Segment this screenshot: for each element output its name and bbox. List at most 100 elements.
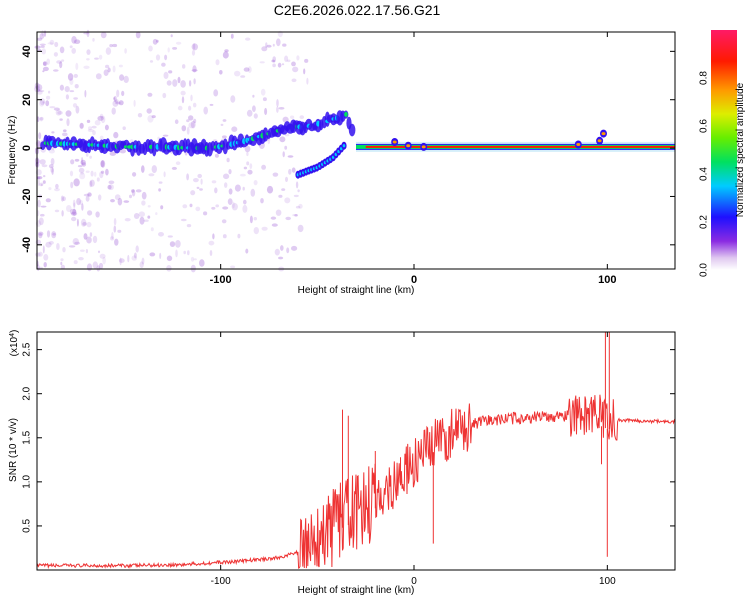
noise-blob <box>175 161 181 165</box>
noise-blob <box>53 69 59 72</box>
noise-blob <box>133 99 136 107</box>
noise-blob <box>246 161 250 166</box>
noise-blob <box>159 252 162 259</box>
noise-blob <box>149 60 154 63</box>
noise-blob <box>288 168 292 175</box>
noise-blob <box>81 203 84 211</box>
noise-blob <box>43 262 47 268</box>
noise-blob <box>112 100 119 107</box>
noise-blob <box>162 92 167 99</box>
noise-blob <box>147 215 151 219</box>
noise-blob <box>99 135 104 141</box>
noise-blob <box>80 218 87 227</box>
noise-blob <box>222 135 227 139</box>
noise-blob <box>85 152 89 157</box>
noise-blob <box>49 106 56 109</box>
noise-blob <box>36 90 43 95</box>
spectrogram-panel: -100 0 100 40 20 0 -20 -40 Height of straight l… <box>7 29 676 296</box>
noise-blob <box>239 173 246 177</box>
noise-blob <box>42 245 45 254</box>
noise-blob <box>299 115 305 120</box>
noise-blob <box>119 149 127 154</box>
noise-blob <box>291 61 296 67</box>
noise-blob <box>234 184 241 192</box>
y-tick-label: 1.5 <box>22 430 33 444</box>
band-blob <box>222 138 229 155</box>
noise-blob <box>123 200 130 203</box>
noise-blob <box>188 80 192 87</box>
noise-blob <box>203 106 208 115</box>
noise-blob <box>36 176 41 180</box>
noise-blob <box>112 43 118 48</box>
noise-blob <box>42 61 48 66</box>
noise-blob <box>261 46 268 52</box>
noise-blob <box>272 63 276 68</box>
noise-blob <box>79 199 83 206</box>
y-tick-label: 0 <box>21 145 33 151</box>
noise-blob <box>38 90 45 92</box>
noise-blob <box>177 105 183 111</box>
noise-blob <box>39 182 44 187</box>
noise-blob <box>224 182 228 188</box>
noise-blob <box>67 73 74 81</box>
noise-blob <box>147 92 153 97</box>
noise-blob <box>280 245 284 251</box>
noise-blob <box>100 160 105 168</box>
snr-xlabel: Height of straight line (km) <box>298 585 415 596</box>
noise-blob <box>37 179 41 187</box>
colorbar-tick-label: 0.2 <box>699 215 710 229</box>
noise-blob <box>56 60 62 64</box>
noise-blob <box>189 203 193 208</box>
noise-blob <box>181 125 187 132</box>
noise-blob <box>109 44 113 48</box>
noise-blob <box>174 119 179 124</box>
noise-blob <box>181 96 185 104</box>
colorbar-ticks: 0.0 0.2 0.4 0.6 0.8 <box>699 71 710 277</box>
noise-blob <box>91 125 97 129</box>
noise-blob <box>41 164 48 168</box>
noise-blob <box>42 70 45 73</box>
noise-blob <box>124 218 131 222</box>
noise-blob <box>53 107 60 111</box>
noise-blob <box>200 178 203 185</box>
noise-blob <box>199 259 205 267</box>
noise-blob <box>193 178 199 183</box>
snr-panel: -100 0 100 0.5 1.0 1.5 2.0 2.5 Height of straig… <box>8 330 676 596</box>
noise-blob <box>50 158 55 166</box>
noise-blob <box>265 42 268 48</box>
noise-blob <box>131 189 136 197</box>
noise-blob <box>92 261 99 269</box>
noise-blob <box>275 209 282 216</box>
noise-blob <box>76 218 79 227</box>
noise-blob <box>219 70 223 75</box>
noise-blob <box>276 106 279 113</box>
noise-blob <box>40 45 45 48</box>
noise-blob <box>62 132 68 137</box>
noise-blob <box>175 240 181 248</box>
noise-blob <box>158 181 163 184</box>
noise-blob <box>222 206 229 210</box>
line-blob-core <box>601 132 606 136</box>
noise-blob <box>75 105 80 114</box>
noise-blob <box>40 183 43 186</box>
noise-blob <box>94 171 97 177</box>
noise-blob <box>220 123 224 126</box>
noise-blob <box>141 191 147 200</box>
noise-blob <box>48 187 52 191</box>
noise-blob <box>98 54 103 60</box>
noise-blob <box>151 165 157 174</box>
noise-blob <box>113 95 117 102</box>
noise-blob <box>163 171 166 178</box>
noise-blob <box>86 119 91 123</box>
noise-blob <box>85 249 88 254</box>
noise-blob <box>129 194 132 199</box>
noise-blob <box>81 157 84 165</box>
colorbar-label: Normalized spectral amplitude <box>735 82 746 217</box>
noise-blob <box>73 260 78 265</box>
line-blob-core <box>406 144 411 148</box>
noise-blob <box>215 204 219 208</box>
noise-blob <box>291 78 297 83</box>
noise-blob <box>107 184 112 190</box>
noise-blob <box>211 206 216 210</box>
noise-blob <box>284 55 289 62</box>
